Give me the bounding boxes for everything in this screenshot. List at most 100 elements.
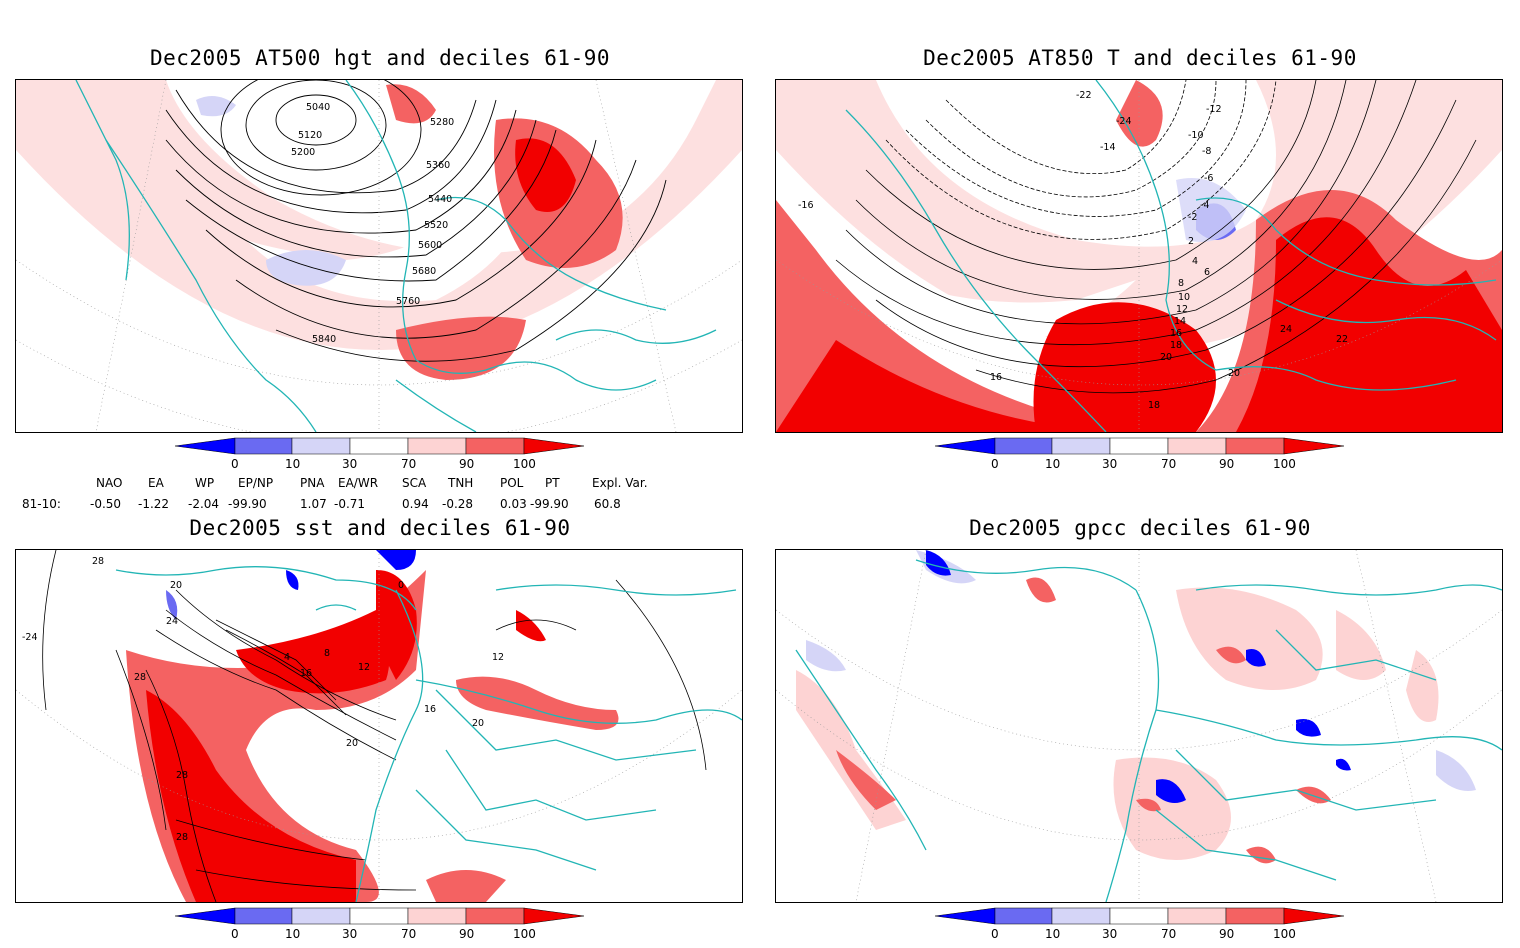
contour-label: 18 <box>1170 340 1182 351</box>
colorbar-tick: 70 <box>1161 927 1176 941</box>
contour-label: 6 <box>1204 267 1210 278</box>
contour-label: 28 <box>134 672 146 683</box>
contour-label: 16 <box>1170 328 1182 339</box>
colorbar-tick: 100 <box>513 927 536 941</box>
contour-label: -10 <box>1188 130 1204 141</box>
index-value-epnp: -99.90 <box>228 497 267 511</box>
map-panel-at500: 5040 5120 5200 5280 5360 5440 5520 5600 … <box>15 79 743 433</box>
contour-label: -6 <box>1204 173 1213 184</box>
contour-label: 8 <box>324 648 330 659</box>
contour-label: -24 <box>1116 116 1132 127</box>
colorbar-tick: 10 <box>285 457 300 471</box>
index-header-explvar: Expl. Var. <box>592 476 648 490</box>
contour-label: 10 <box>1178 292 1190 303</box>
contour-label: 14 <box>1174 316 1186 327</box>
contour-label: 28 <box>92 556 104 567</box>
contour-label: 5040 <box>306 102 330 113</box>
contour-label: 5200 <box>291 147 315 158</box>
colorbar-tick: 10 <box>285 927 300 941</box>
colorbar-tick: 90 <box>1219 927 1234 941</box>
colorbar-4: 0 10 30 70 90 100 <box>934 907 1355 948</box>
contour-label: 5760 <box>396 296 420 307</box>
index-values-row: 81-10: -0.50 -1.22 -2.04 -99.90 1.07 -0.… <box>0 497 700 513</box>
contour-label: 2 <box>1188 236 1194 247</box>
index-header-ea: EA <box>148 476 164 490</box>
contour-label: 12 <box>492 652 504 663</box>
index-header-epnp: EP/NP <box>238 476 274 490</box>
map-panel-sst: 28 20 24 -24 0 4 8 12 16 20 28 28 28 12 … <box>15 549 743 903</box>
map-sst-svg: 28 20 24 -24 0 4 8 12 16 20 28 28 28 12 … <box>16 550 742 902</box>
contour-label: 5120 <box>298 130 322 141</box>
colorbar-tick: 100 <box>1273 457 1296 471</box>
panel-title-4: Dec2005 gpcc deciles 61-90 <box>969 516 1311 540</box>
map-at850-svg: -22 -24 -12 -10 -8 -6 -14 -4 -2 2 4 6 8 … <box>776 80 1502 432</box>
map-panel-at850: -22 -24 -12 -10 -8 -6 -14 -4 -2 2 4 6 8 … <box>775 79 1503 433</box>
index-value-eawr: -0.71 <box>334 497 366 511</box>
panel-title-2: Dec2005 AT850 T and deciles 61-90 <box>923 46 1357 70</box>
colorbar-tick: 30 <box>342 457 357 471</box>
colorbar-tick: 70 <box>401 927 416 941</box>
index-header-pol: POL <box>500 476 524 490</box>
contour-label: 24 <box>1280 324 1292 335</box>
colorbar-tick: 70 <box>1161 457 1176 471</box>
contour-label: 28 <box>176 770 188 781</box>
contour-label: 16 <box>990 372 1002 383</box>
contour-label: 0 <box>398 580 404 591</box>
colorbar-tick: 0 <box>991 457 999 471</box>
contour-label: -22 <box>1076 90 1092 101</box>
colorbar-3: 0 10 30 70 90 100 <box>174 907 595 948</box>
contour-label: 12 <box>358 662 370 673</box>
index-value-sca: 0.94 <box>402 497 429 511</box>
contour-label: 5600 <box>418 240 442 251</box>
contour-label: 20 <box>346 738 358 749</box>
map-gpcc-svg <box>776 550 1502 902</box>
map-panel-gpcc <box>775 549 1503 903</box>
contour-label: 22 <box>1336 334 1348 345</box>
colorbar-tick: 0 <box>991 927 999 941</box>
contour-label: 5680 <box>412 266 436 277</box>
colorbar-tick: 0 <box>231 927 239 941</box>
colorbar-2: 0 10 30 70 90 100 <box>934 437 1355 478</box>
contour-label: -2 <box>1188 212 1197 223</box>
contour-label: 12 <box>1176 304 1188 315</box>
contour-label: 5360 <box>426 160 450 171</box>
index-header-tnh: TNH <box>448 476 474 490</box>
index-header-pna: PNA <box>300 476 325 490</box>
index-value-wp: -2.04 <box>188 497 220 511</box>
contour-label: -8 <box>1202 146 1211 157</box>
contour-label: -14 <box>1100 142 1116 153</box>
contour-label: 5840 <box>312 334 336 345</box>
contour-label: 16 <box>424 704 436 715</box>
index-header-pt: PT <box>545 476 560 490</box>
index-value-pna: 1.07 <box>300 497 327 511</box>
index-value-pol: 0.03 <box>500 497 527 511</box>
colorbar-tick: 30 <box>1102 457 1117 471</box>
index-header-nao: NAO <box>96 476 123 490</box>
contour-label: 4 <box>284 652 290 663</box>
contour-label: 28 <box>176 832 188 843</box>
index-value-pt: -99.90 <box>530 497 569 511</box>
contour-label: 5280 <box>430 117 454 128</box>
contour-label: 20 <box>1228 368 1240 379</box>
colorbar-tick: 10 <box>1045 927 1060 941</box>
colorbar-tick: 0 <box>231 457 239 471</box>
index-value-nao: -0.50 <box>90 497 122 511</box>
contour-label: 20 <box>170 580 182 591</box>
panel-title-1: Dec2005 AT500 hgt and deciles 61-90 <box>149 46 610 70</box>
colorbar-tick: 70 <box>401 457 416 471</box>
panel-title-3: Dec2005 sst and deciles 61-90 <box>189 516 571 540</box>
contour-label: 20 <box>1160 352 1172 363</box>
contour-label: 8 <box>1178 278 1184 289</box>
contour-label: 24 <box>166 616 178 627</box>
colorbar-tick: 100 <box>1273 927 1296 941</box>
index-value-tnh: -0.28 <box>442 497 474 511</box>
index-row-label: 81-10: <box>22 497 61 511</box>
contour-label: -24 <box>22 632 38 643</box>
index-headers: NAO EA WP EP/NP PNA EA/WR SCA TNH POL PT… <box>0 476 700 492</box>
index-value-explvar: 60.8 <box>594 497 621 511</box>
contour-label: -4 <box>1200 200 1209 211</box>
contour-label: 16 <box>300 668 312 679</box>
map-at500-svg: 5040 5120 5200 5280 5360 5440 5520 5600 … <box>16 80 742 432</box>
colorbar-tick: 100 <box>513 457 536 471</box>
contour-label: 5520 <box>424 220 448 231</box>
